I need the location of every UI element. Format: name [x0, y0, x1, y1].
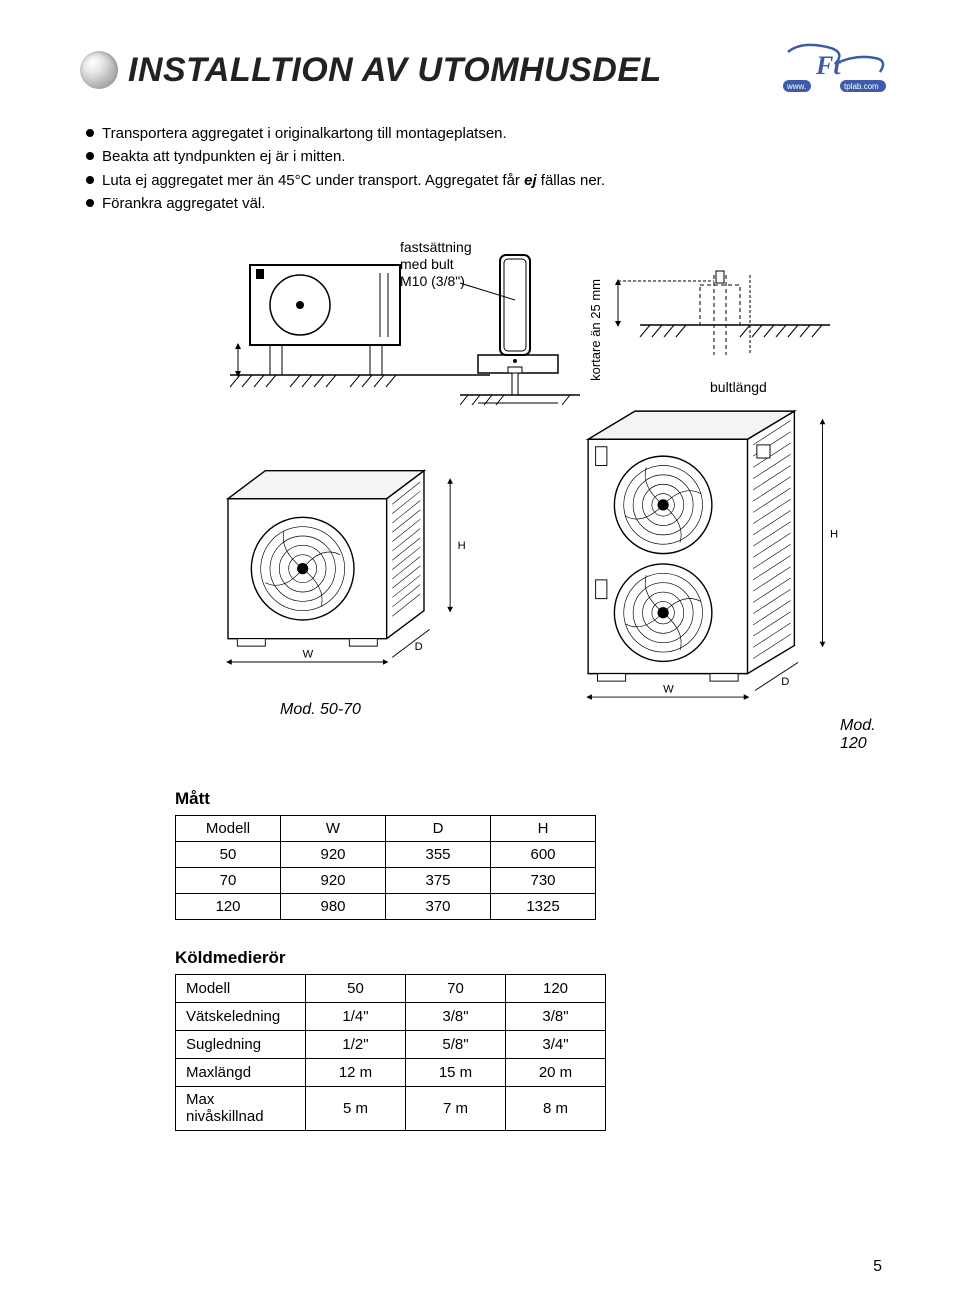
caption-left: Mod. 50-70 [280, 701, 361, 719]
bullet-item: Luta ej aggregatet mer än 45°C under tra… [86, 169, 890, 192]
title-group: INSTALLTION AV UTOMHUSDEL [80, 51, 662, 90]
col-header: W [281, 816, 386, 842]
cell: 600 [491, 842, 596, 868]
cell: 355 [386, 842, 491, 868]
cell: 920 [281, 842, 386, 868]
table-kold: Modell 50 70 120 Vätskeledning 1/4" 3/8"… [175, 974, 606, 1131]
table-header-row: Modell W D H [176, 816, 596, 842]
cell: 370 [386, 894, 491, 920]
cell: 920 [281, 868, 386, 894]
instruction-list: Transportera aggregatet i originalkarton… [86, 122, 890, 215]
cell: Sugledning [176, 1031, 306, 1059]
dim-w: W [303, 648, 314, 660]
dim-d: D [415, 641, 423, 653]
cell: 3/8" [506, 1003, 606, 1031]
mounting-diagram [230, 245, 490, 405]
bullet-text: Beakta att tyndpunkten ej är i mitten. [102, 145, 345, 168]
cell: 3/4" [506, 1031, 606, 1059]
table-matt-title: Mått [175, 789, 890, 809]
table-row: Maxlängd 12 m 15 m 20 m [176, 1059, 606, 1087]
dim-w: W [663, 683, 674, 695]
bullet-item: Beakta att tyndpunkten ej är i mitten. [86, 145, 890, 168]
cell: 5 m [306, 1087, 406, 1131]
table-row: 50 920 355 600 [176, 842, 596, 868]
col-header: 120 [506, 975, 606, 1003]
table-row: Max nivåskillnad 5 m 7 m 8 m [176, 1087, 606, 1131]
table-row: 120 980 370 1325 [176, 894, 596, 920]
cell: 70 [176, 868, 281, 894]
short-label: kortare än 25 mm [588, 279, 603, 381]
col-header: H [491, 816, 596, 842]
cell: 5/8" [406, 1031, 506, 1059]
cell: 1/4" [306, 1003, 406, 1031]
cell: Max nivåskillnad [176, 1087, 306, 1131]
col-header: Modell [176, 975, 306, 1003]
col-header: Modell [176, 816, 281, 842]
cell: 12 m [306, 1059, 406, 1087]
cell: Maxlängd [176, 1059, 306, 1087]
bullet-text: Förankra aggregatet väl. [102, 192, 265, 215]
header: INSTALLTION AV UTOMHUSDEL Ft www. tplab.… [80, 40, 890, 100]
col-header: D [386, 816, 491, 842]
bullet-text: Transportera aggregatet i originalkarton… [102, 122, 507, 145]
diagram-area: fastsättning med bult M10 (3/8") [140, 239, 890, 759]
brand-logo: Ft www. tplab.com [780, 40, 890, 100]
logo-left-text: www. [786, 82, 806, 91]
page-number: 5 [873, 1258, 882, 1276]
dim-h: H [458, 540, 466, 552]
cell: 7 m [406, 1087, 506, 1131]
tables-section: Mått Modell W D H 50 920 355 600 70 920 … [175, 789, 890, 1131]
bullet-item: Förankra aggregatet väl. [86, 192, 890, 215]
cell: 20 m [506, 1059, 606, 1087]
bullet-sphere-icon [80, 51, 118, 89]
dim-h: H [830, 529, 838, 541]
table-row: Vätskeledning 1/4" 3/8" 3/8" [176, 1003, 606, 1031]
bullet-item: Transportera aggregatet i originalkarton… [86, 122, 890, 145]
unit-mod-50-70: W D H [200, 424, 480, 695]
table-row: 70 920 375 730 [176, 868, 596, 894]
caption-right: Mod. 120 [840, 717, 890, 753]
cell: 1325 [491, 894, 596, 920]
table-row: Sugledning 1/2" 5/8" 3/4" [176, 1031, 606, 1059]
table-kold-title: Köldmedierör [175, 948, 890, 968]
cell: 1/2" [306, 1031, 406, 1059]
table-header-row: Modell 50 70 120 [176, 975, 606, 1003]
cell: 3/8" [406, 1003, 506, 1031]
cell: 15 m [406, 1059, 506, 1087]
table-matt: Modell W D H 50 920 355 600 70 920 375 7… [175, 815, 596, 920]
svg-text:Ft: Ft [815, 51, 841, 80]
bullet-text: Luta ej aggregatet mer än 45°C under tra… [102, 169, 605, 192]
cell: 375 [386, 868, 491, 894]
cell: 980 [281, 894, 386, 920]
col-header: 70 [406, 975, 506, 1003]
dim-d: D [781, 676, 789, 688]
cell: 730 [491, 868, 596, 894]
bolt-side-diagram [460, 245, 580, 405]
col-header: 50 [306, 975, 406, 1003]
unit-mod-120: W D H [560, 383, 860, 711]
cell: 8 m [506, 1087, 606, 1131]
logo-right-text: tplab.com [844, 82, 879, 91]
cell: 50 [176, 842, 281, 868]
cell: 120 [176, 894, 281, 920]
page-title: INSTALLTION AV UTOMHUSDEL [128, 51, 662, 90]
cell: Vätskeledning [176, 1003, 306, 1031]
